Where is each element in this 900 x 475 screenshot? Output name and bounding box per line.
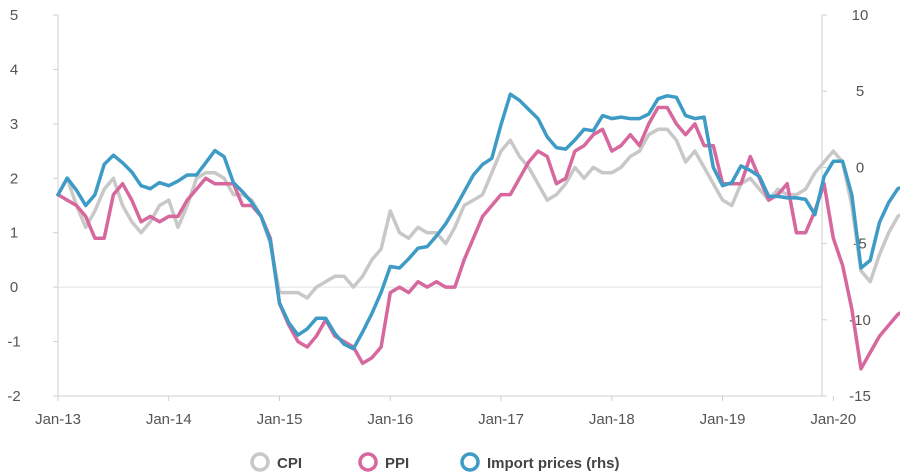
x-tick-label: Jan-16 [367, 411, 413, 428]
x-tick-label: Jan-20 [810, 411, 856, 428]
left-tick-label: 0 [10, 279, 18, 296]
legend-marker [460, 452, 480, 472]
left-tick-label: -1 [7, 334, 20, 351]
legend-marker [250, 452, 270, 472]
series-line-cpi [56, 127, 900, 300]
right-tick-label: 5 [856, 83, 864, 100]
left-y-axis: 5 4 3 2 1 0 -1 -2 [7, 7, 59, 405]
left-tick-label: 4 [10, 61, 18, 78]
right-tick-label: 10 [852, 7, 869, 24]
x-tick-label: Jan-18 [589, 411, 635, 428]
right-tick-label: 0 [856, 159, 864, 176]
x-tick-label: Jan-15 [257, 411, 303, 428]
left-tick-label: -2 [7, 388, 20, 405]
series-lines [56, 92, 900, 371]
x-tick-label: Jan-14 [146, 411, 192, 428]
legend-label: Import prices (rhs) [487, 455, 620, 472]
x-tick-label: Jan-19 [700, 411, 746, 428]
left-tick-label: 5 [10, 7, 18, 24]
left-tick-label: 2 [10, 170, 18, 187]
x-tick-label: Jan-13 [35, 411, 81, 428]
x-axis: Jan-13 Jan-14 Jan-15 Jan-16 Jan-17 Jan-18 Jan-… [35, 286, 856, 428]
series-line-import-prices-rhs [56, 92, 900, 351]
left-tick-label: 3 [10, 116, 18, 133]
right-tick-label: -15 [849, 388, 871, 405]
x-tick-label: Jan-17 [478, 411, 524, 428]
left-tick-label: 1 [10, 225, 18, 242]
chart-legend: CPI PPI Import prices (rhs) [250, 452, 620, 472]
legend-label: PPI [385, 455, 409, 472]
legend-marker [358, 452, 378, 472]
legend-label: CPI [277, 455, 302, 472]
